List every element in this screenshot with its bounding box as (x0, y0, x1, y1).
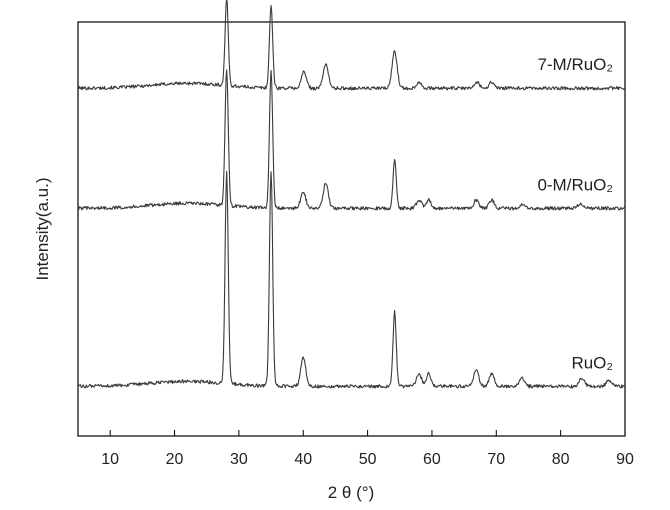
x-tick-label: 30 (230, 451, 248, 468)
series-label: 0-M/RuO₂ (537, 175, 613, 194)
y-axis-label: Intensity(a.u.) (33, 178, 52, 281)
x-tick-label: 70 (487, 451, 505, 468)
x-axis-label: 2 θ (°) (328, 483, 374, 502)
x-tick-label: 50 (359, 451, 377, 468)
series-line (78, 171, 625, 388)
x-tick-label: 60 (423, 451, 441, 468)
x-tick-label: 10 (101, 451, 119, 468)
x-axis-tick-labels: 10 20 30 40 50 60 70 80 90 (101, 451, 634, 468)
x-tick-label: 90 (616, 451, 634, 468)
series-label: 7-M/RuO₂ (537, 55, 613, 74)
series-label: RuO₂ (571, 353, 613, 372)
x-tick-label: 40 (294, 451, 312, 468)
x-axis-ticks (110, 430, 625, 436)
series-labels: 7-M/RuO₂ 0-M/RuO₂ RuO₂ (537, 55, 613, 372)
x-tick-label: 80 (552, 451, 570, 468)
x-tick-label: 20 (166, 451, 184, 468)
series-line (78, 0, 625, 90)
